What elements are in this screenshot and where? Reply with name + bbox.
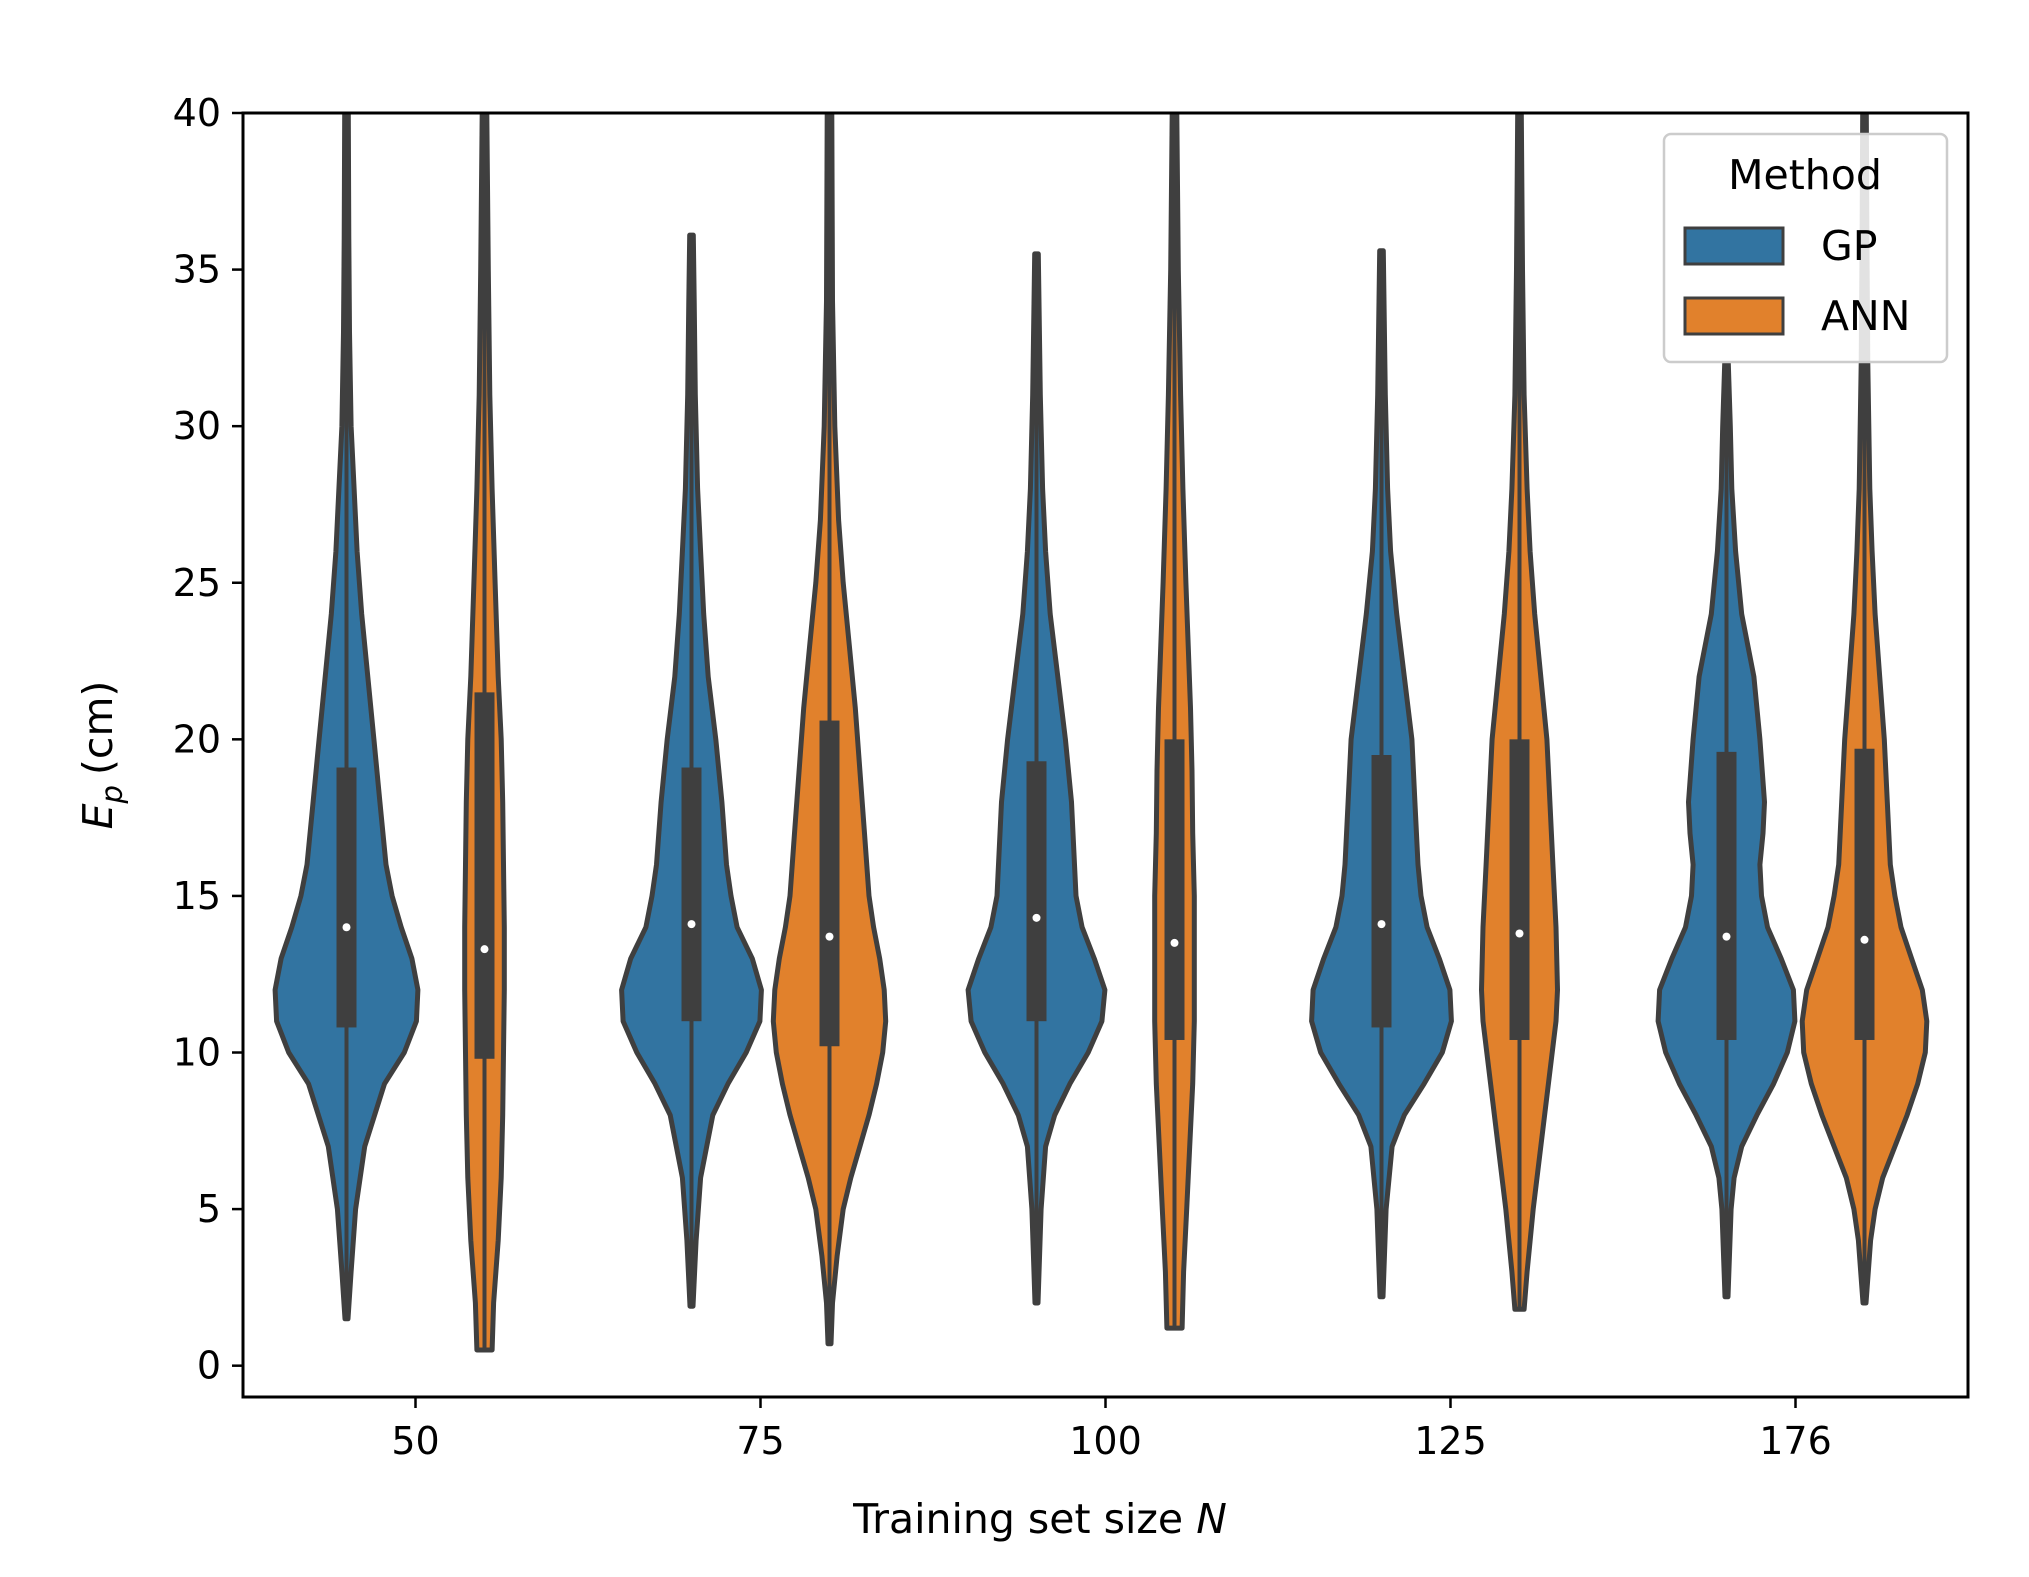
violin-iqr-box — [1164, 739, 1185, 1040]
x-tick-label: 176 — [1759, 1419, 1832, 1463]
y-tick-label: 10 — [173, 1031, 221, 1075]
y-tick-label: 35 — [173, 248, 221, 292]
violin-median-point — [687, 920, 696, 929]
violin-iqr-box — [1371, 755, 1392, 1028]
legend-swatch-gp — [1683, 226, 1785, 266]
y-tick-label: 5 — [197, 1187, 221, 1231]
x-axis: 50 75 100 125 176 — [391, 1397, 1832, 1463]
legend-label-gp: GP — [1821, 222, 1878, 270]
violin-median-point — [1170, 938, 1179, 947]
violin-median-point — [342, 923, 351, 932]
violin-median-point — [1032, 913, 1041, 922]
violin-iqr-box — [336, 767, 357, 1028]
x-tick-label: 50 — [391, 1419, 439, 1463]
x-tick-label: 100 — [1069, 1419, 1142, 1463]
y-tick-label: 0 — [197, 1344, 221, 1388]
violin-median-point — [1860, 935, 1869, 944]
legend-label-ann: ANN — [1821, 292, 1910, 340]
x-tick-label: 75 — [736, 1419, 784, 1463]
violin-median-point — [480, 945, 489, 954]
violin-iqr-box — [681, 767, 702, 1022]
violin-iqr-box — [1509, 739, 1530, 1040]
violin-median-point — [825, 932, 834, 941]
violin-layer — [272, 113, 1930, 1353]
y-tick-label: 25 — [173, 561, 221, 605]
y-axis: 0 5 10 15 20 25 30 35 40 — [173, 91, 243, 1388]
y-tick-label: 40 — [173, 91, 221, 135]
legend-swatch-ann — [1683, 296, 1785, 336]
violin-iqr-box — [819, 720, 840, 1047]
legend: Method GP ANN — [1662, 132, 1949, 364]
x-axis-label: Training set size N — [852, 1495, 1227, 1543]
violin-group — [272, 113, 1930, 1353]
violin-median-point — [1722, 932, 1731, 941]
y-axis-label: Ep(cm) — [74, 681, 129, 830]
violin-median-point — [1377, 920, 1386, 929]
violin-iqr-box — [474, 692, 495, 1059]
x-tick-label: 125 — [1414, 1419, 1487, 1463]
y-tick-label: 20 — [173, 717, 221, 761]
violin-iqr-box — [1854, 748, 1875, 1040]
y-tick-label: 30 — [173, 404, 221, 448]
legend-title: Method — [1728, 151, 1882, 199]
y-tick-label: 15 — [173, 874, 221, 918]
violin-iqr-box — [1716, 751, 1737, 1040]
plot-frame — [241, 111, 1970, 1399]
violin-median-point — [1515, 929, 1524, 938]
violin-iqr-box — [1026, 761, 1047, 1022]
